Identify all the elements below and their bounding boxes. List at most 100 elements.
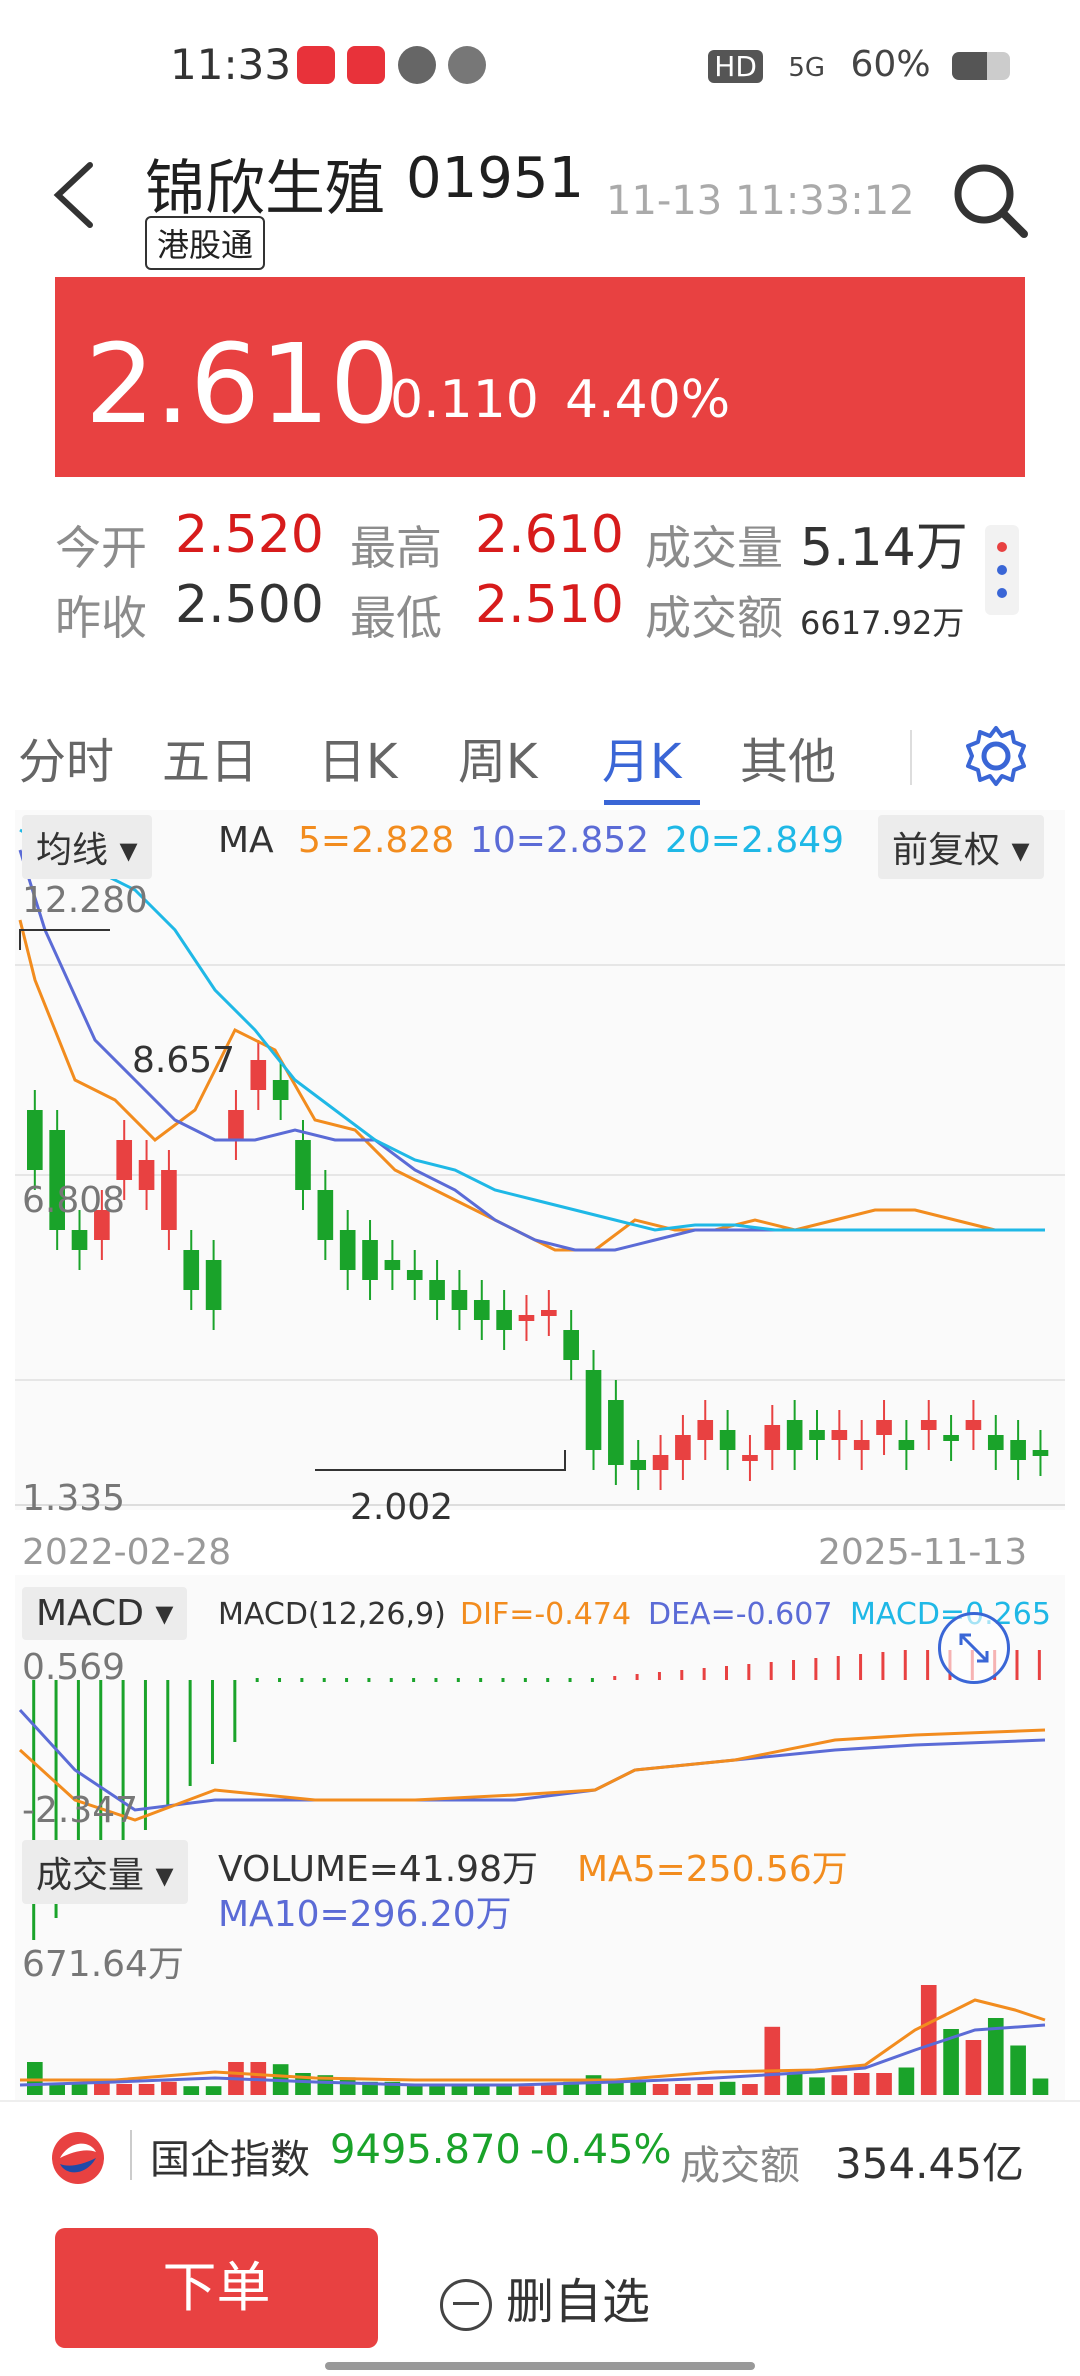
volume-bar [429, 2084, 445, 2095]
candle-body [898, 1440, 915, 1450]
volume-bar [49, 2084, 65, 2095]
index-name[interactable]: 国企指数 [150, 2137, 310, 2183]
back-icon[interactable] [50, 160, 100, 230]
low-label: 最低 [350, 591, 442, 645]
stock-name: 锦欣生殖 [145, 154, 385, 224]
volume-bar [675, 2084, 691, 2095]
candle-body [518, 1315, 535, 1321]
candle-body [161, 1170, 177, 1230]
volume-ma5-line [20, 1998, 1046, 2082]
more-icon[interactable] [985, 525, 1019, 615]
candle-body [608, 1400, 624, 1465]
indicator-dd-label: 均线 [36, 830, 109, 871]
candle-body [205, 1260, 222, 1310]
volume-dropdown[interactable]: 成交量 ▾ [22, 1840, 188, 1904]
candle-body [473, 1300, 490, 1320]
macd-dd-label: MACD [36, 1593, 144, 1634]
search-icon[interactable] [950, 160, 1030, 240]
amount-value: 6617.92万 [800, 604, 965, 642]
price-banner [55, 277, 1025, 477]
index-logo-icon [50, 2130, 106, 2186]
adjust-dropdown[interactable]: 前复权 ▾ [878, 815, 1044, 879]
tab-five-day[interactable]: 五日 [162, 734, 259, 790]
volume-bar [1032, 2078, 1049, 2095]
hk-connect-tag: 港股通 [145, 216, 266, 270]
candle-body [94, 1210, 110, 1240]
price-change-pct: 4.40% [565, 370, 731, 430]
candle-body [831, 1430, 848, 1440]
tab-divider [910, 730, 912, 785]
kline-panel-bg [15, 810, 1065, 1510]
candle-body [809, 1430, 825, 1440]
expand-icon[interactable] [938, 1612, 1010, 1684]
tab-other[interactable]: 其他 [740, 734, 837, 790]
max-price-label: 8.657 [132, 1040, 236, 1081]
macd-params: MACD(12,26,9) [218, 1597, 446, 1632]
volume-bar [630, 2081, 647, 2095]
volume-y-top: 671.64万 [22, 1944, 184, 1985]
volume-ma5: MA5=250.56万 [577, 1849, 848, 1890]
candle-body [965, 1420, 982, 1430]
volume-bar [742, 2084, 758, 2095]
candle-body [719, 1430, 736, 1450]
volume-label: 成交量 [645, 521, 783, 575]
tab-monthly-k[interactable]: 月K [602, 734, 682, 790]
candle-body [71, 1230, 88, 1250]
volume-value-label: VOLUME=41.98万 [218, 1849, 538, 1890]
settings-gear-icon[interactable] [962, 722, 1030, 790]
min-price-label: 2.002 [350, 1487, 454, 1528]
volume-bar [473, 2084, 490, 2095]
volume-bar [161, 2081, 177, 2095]
open-value: 2.520 [175, 505, 324, 565]
tab-daily-k[interactable]: 日K [318, 734, 398, 790]
candle-body [585, 1370, 602, 1450]
planet-icon [448, 46, 486, 84]
candle-body [630, 1460, 647, 1470]
current-price: 2.610 [85, 320, 400, 448]
volume-bar [138, 2084, 155, 2095]
volume-bar [71, 2084, 88, 2095]
volume-bar [809, 2077, 825, 2095]
status-time: 11:33 [170, 40, 292, 89]
tab-weekly-k[interactable]: 周K [458, 734, 538, 790]
volume-bar [853, 2073, 870, 2095]
candle-body [339, 1230, 356, 1270]
candle-body [563, 1330, 579, 1360]
order-button[interactable]: 下单 [55, 2228, 378, 2348]
volume-bar [317, 2075, 334, 2095]
prev-close-value: 2.500 [175, 575, 324, 635]
prev-close-label: 昨收 [55, 591, 147, 645]
volume-ma10-line [19, 2023, 1046, 2087]
candle-body [384, 1260, 401, 1270]
index-amount: 354.45亿 [835, 2139, 1024, 2188]
dif-line [18, 1728, 1046, 1822]
chart-panel[interactable] [15, 810, 1065, 2100]
candle-body [764, 1425, 781, 1450]
tab-fenshi[interactable]: 分时 [18, 734, 115, 790]
kline-chart-svg[interactable] [15, 810, 1065, 2100]
index-divider [130, 2130, 132, 2180]
macd-dropdown[interactable]: MACD ▾ [22, 1587, 188, 1640]
amount-label: 成交额 [645, 591, 783, 645]
candle-body [228, 1110, 244, 1140]
remove-favorite-button[interactable]: 删自选 [440, 2262, 650, 2332]
volume-dd-label: 成交量 [36, 1855, 145, 1896]
ma20-value: 20=2.849 [665, 820, 845, 861]
indicator-dropdown[interactable]: 均线 ▾ [22, 815, 152, 879]
candle-body [250, 1060, 267, 1090]
candle-body [853, 1440, 870, 1450]
remove-circle-icon [440, 2279, 492, 2331]
volume-bar [920, 1985, 937, 2095]
volume-ma10: MA10=296.20万 [218, 1894, 512, 1935]
candle-body [742, 1455, 758, 1461]
volume-panel-bg [15, 1840, 1065, 2100]
macd-y-bot: -2.347 [22, 1790, 139, 1831]
volume-bar [943, 2029, 959, 2095]
ma5-value: 5=2.828 [298, 820, 455, 861]
candle-body [138, 1160, 155, 1190]
ma20-line [19, 828, 1045, 1232]
volume-bar [652, 2084, 669, 2095]
index-value: 9495.870 [330, 2127, 521, 2173]
candle-body [295, 1140, 311, 1190]
candle-body [496, 1310, 512, 1330]
